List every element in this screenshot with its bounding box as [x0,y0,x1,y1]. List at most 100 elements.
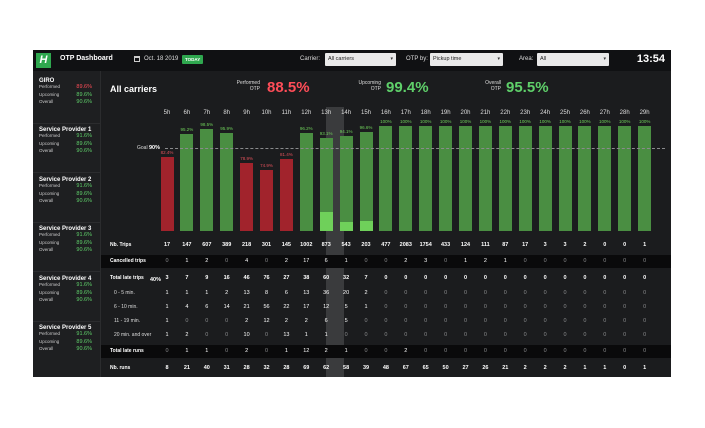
table-cell: 0 [444,318,448,324]
table-cell: 0 [424,290,428,296]
bar-10h[interactable] [260,169,273,231]
provider-metric-overall: Overall 90.6% [39,198,99,206]
table-cell: 12 [263,318,270,324]
bar-23h[interactable] [518,126,532,231]
table-cell: 0 [623,332,627,338]
table-cell: 1 [165,332,169,338]
table-cell: 26 [482,365,489,371]
table-cell: 0 [543,258,547,264]
hour-label: 15h [360,110,371,116]
table-cell: 0 [404,304,408,310]
table-cell: 0 [424,332,428,338]
table-cell: 3 [165,275,169,281]
bar-22h[interactable] [498,126,512,231]
provider-metric-value: 89.6% [76,239,92,246]
provider-metric-performed: Performed 91.6% [39,183,99,191]
hour-label: 9h [243,110,250,116]
table-row: Cancelled trips 0 1 2 0 4 0 2 17 6 1 0 0 2 3 0 1 2 1 0 0 0 0 0 0… [101,255,671,268]
bar-29h[interactable] [638,126,652,231]
bar-25h[interactable] [558,126,572,231]
bar-20h[interactable] [459,126,472,231]
table-cell: 301 [261,242,272,248]
provider-metric-performed: Performed 91.6% [39,232,99,240]
table-cell: 0 [503,318,507,324]
bar-5h[interactable] [160,156,174,231]
table-cell: 2 [404,348,408,354]
hour-label: 14h [341,110,352,116]
bar-value-label: 100% [459,119,472,124]
app-logo[interactable]: H [36,53,51,68]
divider [33,271,100,272]
table-cell: 0 [503,348,507,354]
chevron-down-icon: ▾ [603,56,606,62]
provider-metric-performed: Performed 91.6% [39,331,99,339]
table-cell: 1 [643,242,647,248]
table-cell: 0 [424,275,428,281]
bar-21h[interactable] [478,126,492,231]
table-cell: 48 [382,365,389,371]
bar-17h[interactable] [399,126,413,231]
bar-28h[interactable] [618,126,632,231]
provider-card[interactable]: Service Provider 2 Performed 91.6% Upcoming… [39,177,99,206]
table-cell: 0 [165,258,169,264]
bar-value-label: 100% [579,119,591,124]
table-cell: 0 [523,318,527,324]
bar-8h[interactable] [220,133,234,231]
table-cell: 0 [543,290,547,296]
table-cell: 0 [623,304,627,310]
bar-16h[interactable] [379,126,393,231]
provider-card[interactable]: Service Provider 3 Performed 91.6% Upcoming… [39,226,99,255]
kpi-upcoming-label: Upcoming OTP [345,80,381,92]
provider-metric-overall: Overall 90.6% [39,346,99,354]
provider-card[interactable]: Service Provider 1 Performed 91.6% Upcoming… [39,127,99,156]
bar-11h[interactable] [279,158,293,231]
table-cell: 0 [364,318,368,324]
table-cell: 0 [225,348,229,354]
calendar-icon[interactable] [134,56,140,62]
kpi-performed-label-2: OTP [249,86,260,92]
area-select[interactable]: All ▾ [537,53,609,66]
table-cell: 13 [243,290,250,296]
hour-label: 10h [261,110,272,116]
provider-card[interactable]: Service Provider 5 Performed 91.6% Upcoming… [39,325,99,354]
bar-12h[interactable] [299,132,313,231]
table-cell: 477 [381,242,391,248]
bar-9h[interactable] [240,162,254,231]
hour-label: 22h [500,110,511,116]
bar-value-label: 95.2% [180,127,194,133]
bar-value-label: 100% [499,119,512,124]
bar-value-label: 82.4% [160,149,174,155]
bar-15h[interactable] [359,131,373,231]
provider-card[interactable]: Service Provider 4 Performed 91.6% Upcoming… [39,276,99,305]
otp-by-select[interactable]: Pickup time ▾ [430,53,503,66]
bar-6h[interactable] [180,134,194,231]
table-cell: 0 [364,258,368,264]
bar-19h[interactable] [439,126,453,231]
table-cell: 0 [603,275,607,281]
table-cell: 14 [223,304,230,310]
bar-18h[interactable] [419,126,433,231]
hour-label: 6h [183,110,191,116]
provider-metric-label: Overall [39,297,54,302]
table-cell: 0 [344,332,348,338]
provider-metric-value: 91.6% [76,133,92,139]
bar-26h[interactable] [578,126,592,231]
table-cell: 12 [323,304,330,310]
bar-14h[interactable] [339,136,353,231]
bar-7h[interactable] [200,128,214,231]
bar-13h[interactable] [319,138,333,231]
hour-label: 12h [301,110,312,116]
today-button[interactable]: TODAY [182,55,204,64]
bar-performed-15h [359,221,373,231]
bar-27h[interactable] [598,126,612,231]
table-cell: 0 [185,318,189,324]
bar-value-label: 81.4% [280,151,293,157]
bar-value-label: 100% [479,119,492,124]
provider-card[interactable]: GIRO Performed 89.6% Upcoming 89.6% Overall 90… [39,78,99,107]
table-cell: 0 [444,290,448,296]
table-cell: 5 [344,318,348,324]
date-display[interactable]: Oct. 18 2019 [144,56,179,62]
carrier-select[interactable]: All carriers ▾ [325,53,396,66]
bar-24h[interactable] [538,126,552,231]
hour-label: 5h [163,110,171,116]
